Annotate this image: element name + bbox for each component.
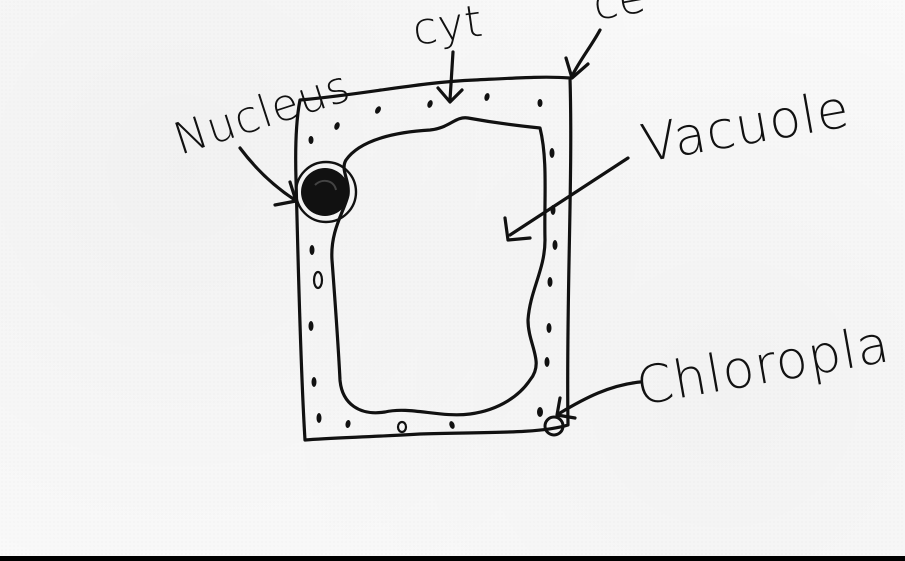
label-chloroplast: Chloropla [632,314,894,418]
label-nucleus: Nucleus [168,61,357,166]
cell-wall-outline [294,75,573,442]
vacuole-membrane [330,116,547,417]
label-cytoplasm: cyt [409,0,486,56]
nucleus [294,160,358,224]
label-cell-wall: ce [589,0,650,31]
chloroplasts [308,93,565,437]
label-pointers [238,28,642,420]
label-vacuole: Vacuole [637,79,854,175]
scan-edge [0,556,905,561]
